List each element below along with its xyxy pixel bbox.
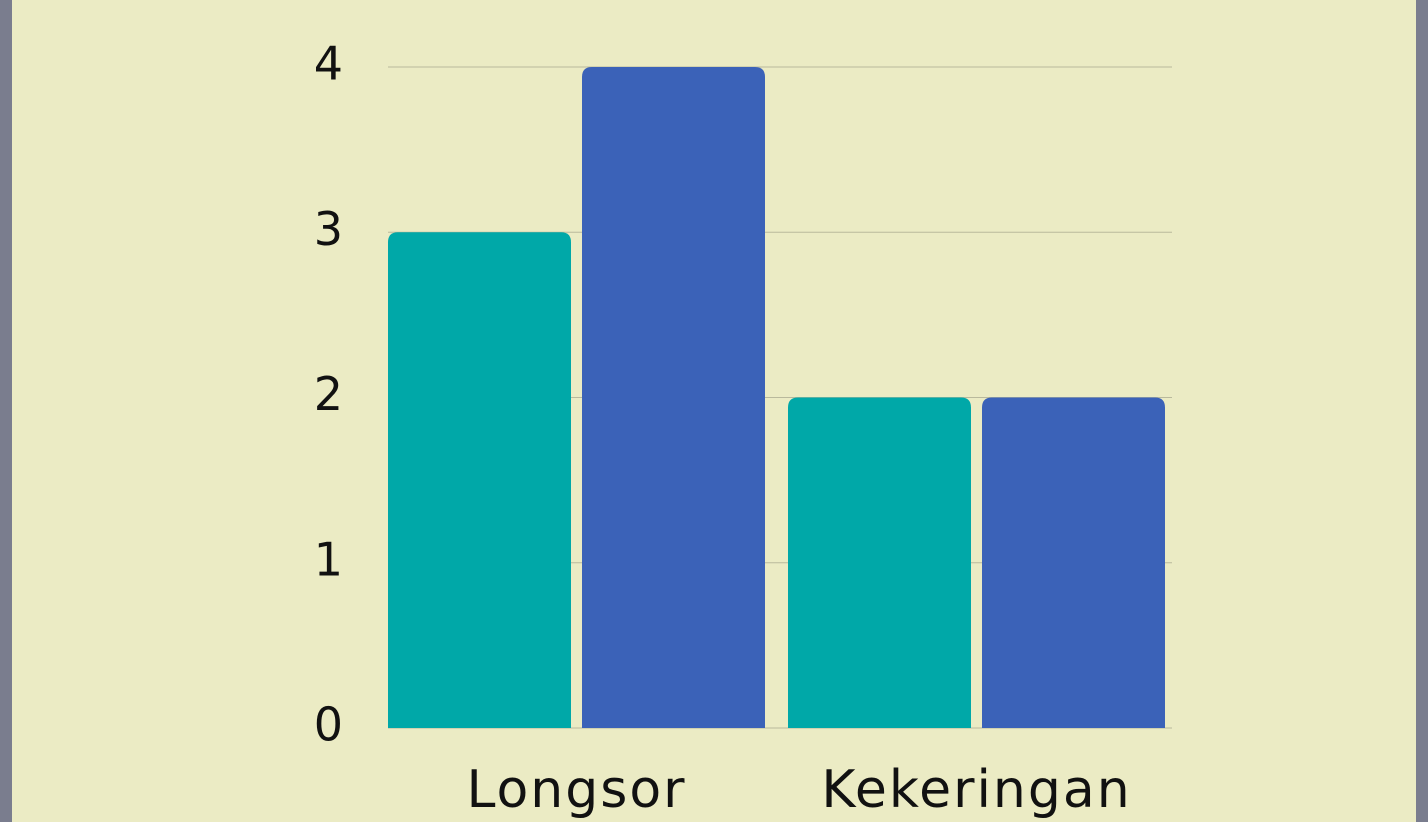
y-tick-label: 0	[314, 698, 343, 752]
y-tick-label: 4	[314, 37, 343, 91]
bar	[582, 67, 765, 728]
bar	[982, 397, 1165, 728]
x-tick-label: Longsor	[466, 760, 686, 820]
y-tick-label: 2	[314, 367, 343, 421]
bar	[788, 397, 971, 728]
y-tick-label: 3	[314, 202, 343, 256]
bar	[388, 232, 571, 728]
x-tick-label: Kekeringan	[821, 760, 1131, 820]
y-tick-label: 1	[314, 532, 343, 586]
